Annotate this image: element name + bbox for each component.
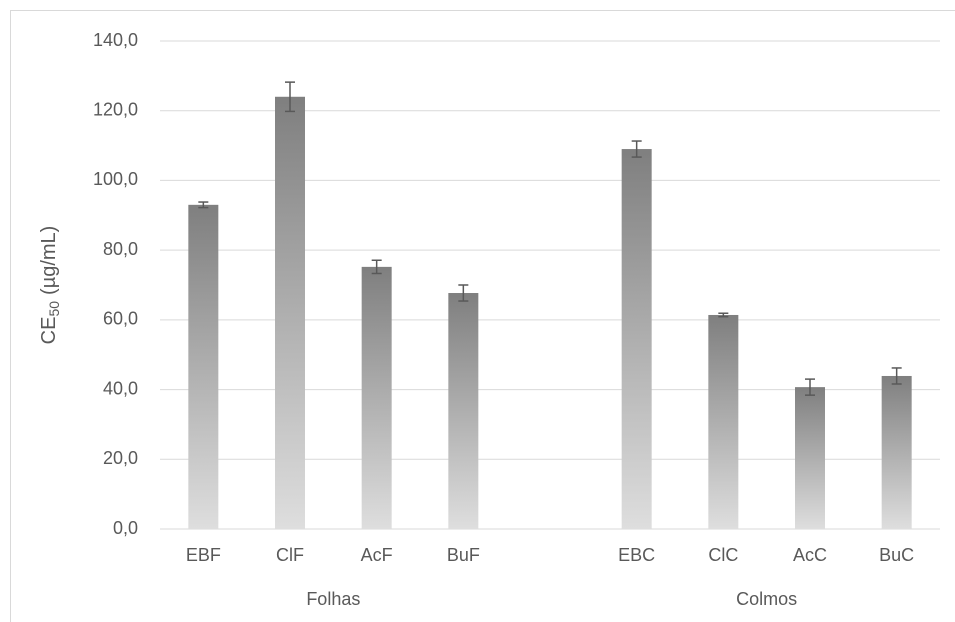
- y-tick-label: 100,0: [93, 169, 138, 189]
- x-tick-label: ClF: [276, 545, 304, 565]
- group-label: Folhas: [306, 589, 360, 609]
- y-tick-label: 80,0: [103, 239, 138, 259]
- y-tick-label: 20,0: [103, 448, 138, 468]
- error-bar: [198, 201, 209, 209]
- error-bar: [718, 312, 729, 318]
- x-tick-label: BuC: [879, 545, 914, 565]
- chart-frame: [10, 10, 955, 622]
- bar: [881, 375, 912, 529]
- y-tick-label: 120,0: [93, 99, 138, 119]
- bar: [275, 96, 305, 530]
- y-tick-label: 40,0: [103, 378, 138, 398]
- x-tick-label: ClC: [708, 545, 738, 565]
- x-tick-label: BuF: [447, 545, 480, 565]
- bar: [361, 266, 392, 529]
- bar: [708, 314, 739, 529]
- error-bar: [891, 367, 902, 385]
- error-bar: [285, 81, 295, 113]
- x-tick-label: AcC: [793, 545, 827, 565]
- bar: [795, 387, 825, 529]
- error-bar: [805, 378, 815, 396]
- x-tick-label: EBF: [186, 545, 221, 565]
- bar: [621, 149, 652, 530]
- error-bar: [458, 284, 469, 302]
- error-bar: [371, 259, 382, 275]
- x-tick-label: EBC: [618, 545, 655, 565]
- y-tick-label: 0,0: [113, 518, 138, 538]
- bar: [448, 293, 479, 529]
- error-bar: [631, 140, 642, 158]
- group-label: Colmos: [736, 589, 797, 609]
- y-axis-label: CE50(µg/mL): [38, 226, 61, 345]
- y-tick-label: 140,0: [93, 30, 138, 50]
- x-tick-label: AcF: [361, 545, 393, 565]
- bar: [188, 204, 219, 530]
- y-tick-label: 60,0: [103, 309, 138, 329]
